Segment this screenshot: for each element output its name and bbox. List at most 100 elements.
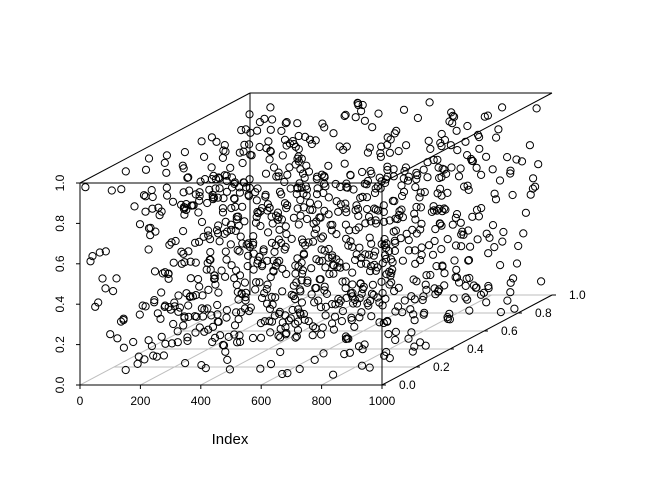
data-point [266, 360, 276, 369]
data-point [499, 227, 508, 237]
data-point [477, 170, 486, 179]
data-point [394, 302, 403, 311]
data-point [178, 161, 187, 170]
data-point [328, 319, 337, 328]
data-point [420, 188, 429, 197]
data-point [318, 119, 327, 128]
z-tick-label: 1.0 [569, 288, 586, 302]
data-point [282, 118, 291, 127]
data-point [380, 235, 389, 244]
data-point [208, 322, 218, 331]
data-point [427, 207, 436, 216]
data-point [436, 219, 445, 228]
data-point [343, 183, 352, 192]
data-point [355, 294, 364, 303]
data-point [198, 312, 208, 321]
data-point [421, 280, 430, 289]
data-point [292, 190, 301, 199]
data-point [362, 259, 371, 268]
data-point [237, 126, 246, 135]
data-point [198, 291, 207, 300]
data-point [294, 131, 303, 141]
data-point [433, 189, 442, 198]
data-point [197, 304, 206, 313]
data-point [184, 173, 193, 182]
data-point [370, 260, 379, 269]
data-point [274, 172, 283, 181]
data-point [298, 169, 308, 178]
data-point [454, 172, 464, 181]
data-point [375, 318, 384, 327]
data-point [299, 309, 308, 319]
data-point [532, 104, 541, 113]
data-point [299, 249, 308, 258]
data-point [338, 307, 347, 316]
data-point [251, 285, 260, 294]
data-point [226, 163, 235, 172]
data-point [297, 183, 306, 192]
data-point [218, 153, 227, 162]
data-point [195, 192, 204, 201]
data-point [328, 253, 337, 262]
data-point [422, 285, 431, 294]
data-point [371, 247, 380, 256]
data-point [373, 293, 382, 302]
data-point [482, 298, 491, 307]
data-point [106, 330, 115, 339]
data-point [367, 169, 376, 178]
z-tick-label: 0.8 [535, 306, 552, 320]
data-point [324, 193, 333, 202]
y-tick-label: 1.0 [53, 174, 67, 191]
data-point [341, 199, 350, 208]
data-point [368, 280, 377, 289]
data-point [275, 309, 284, 318]
data-point [297, 154, 306, 163]
data-point [362, 193, 372, 202]
data-point [346, 170, 355, 179]
data-point [340, 350, 349, 359]
data-point [249, 232, 258, 241]
data-point [477, 204, 486, 213]
data-point [196, 177, 205, 186]
data-point [264, 137, 273, 146]
data-point [150, 298, 159, 307]
data-point [508, 274, 518, 283]
data-point [313, 184, 322, 193]
data-point [514, 241, 523, 251]
data-point [416, 256, 425, 265]
data-point [457, 242, 466, 251]
data-point [348, 288, 357, 298]
data-point [320, 286, 329, 295]
data-point [305, 198, 315, 207]
data-point [162, 151, 171, 160]
data-point [371, 219, 381, 228]
data-point [222, 187, 231, 196]
x-tick-label: 400 [191, 394, 211, 408]
data-point [364, 212, 374, 221]
data-point [483, 111, 492, 120]
data-point [403, 176, 413, 185]
data-point [235, 247, 244, 256]
data-point [173, 327, 182, 336]
data-point [255, 252, 264, 261]
data-point [215, 237, 224, 246]
data-point [216, 331, 225, 340]
data-point [342, 208, 351, 217]
data-point [354, 223, 363, 232]
data-point [389, 172, 398, 181]
data-point [393, 215, 402, 224]
data-point [286, 314, 295, 323]
data-point [351, 255, 360, 265]
data-point [296, 165, 305, 174]
data-point [223, 355, 232, 364]
data-point [200, 152, 209, 161]
data-point [416, 203, 425, 212]
data-point [261, 169, 271, 178]
data-point [326, 220, 335, 230]
data-point [213, 193, 222, 202]
data-point [429, 206, 439, 215]
data-point [365, 233, 374, 242]
x-tick-label: 600 [251, 394, 271, 408]
data-point [394, 283, 403, 292]
data-point [408, 347, 417, 356]
